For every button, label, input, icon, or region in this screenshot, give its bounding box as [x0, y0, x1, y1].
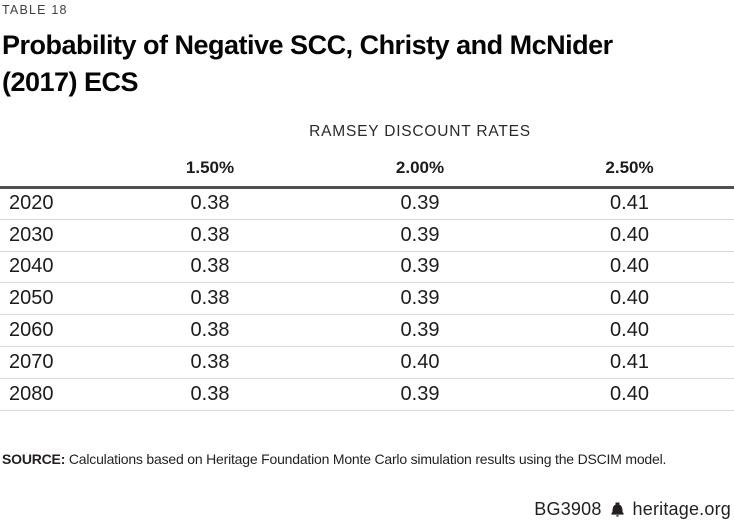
- data-table: 1.50% 2.00% 2.50% 2020 0.38 0.39 0.41 20…: [0, 158, 734, 411]
- liberty-bell-icon: [609, 501, 626, 518]
- value-cell: 0.38: [105, 282, 315, 316]
- column-group-header: RAMSEY DISCOUNT RATES: [309, 123, 531, 140]
- year-cell: 2080: [0, 378, 105, 411]
- year-cell: 2060: [0, 314, 105, 347]
- year-cell: 2070: [0, 346, 105, 379]
- column-header-3: 2.50%: [605, 158, 654, 177]
- table-row: 2020 0.38 0.39 0.41: [0, 187, 734, 220]
- value-cell: 0.38: [105, 187, 315, 220]
- table-row: 2060 0.38 0.39 0.40: [0, 314, 734, 347]
- value-cell: 0.40: [525, 219, 734, 252]
- value-cell: 0.40: [525, 251, 734, 284]
- value-cell: 0.38: [105, 378, 315, 411]
- column-header-2: 2.00%: [395, 158, 445, 177]
- source-note: SOURCE: Calculations based on Heritage F…: [2, 451, 732, 467]
- value-cell: 0.39: [315, 282, 525, 316]
- value-cell: 0.40: [525, 378, 734, 411]
- year-cell: 2040: [0, 251, 105, 284]
- value-cell: 0.41: [525, 187, 734, 220]
- value-cell: 0.39: [315, 378, 525, 411]
- footer: BG3908 heritage.org: [534, 499, 731, 520]
- header-row: 1.50% 2.00% 2.50%: [0, 158, 734, 188]
- page-title-line2: (2017) ECS: [2, 67, 139, 97]
- site-name: heritage.org: [632, 499, 731, 519]
- value-cell: 0.38: [105, 314, 315, 347]
- page-title-line1: Probability of Negative SCC, Christy and…: [2, 30, 613, 60]
- year-cell: 2030: [0, 219, 105, 252]
- document-id: BG3908: [534, 499, 602, 519]
- year-cell: 2050: [0, 282, 105, 316]
- value-cell: 0.38: [105, 346, 315, 379]
- year-column-header: [0, 158, 105, 188]
- value-cell: 0.40: [315, 346, 525, 379]
- source-text: Calculations based on Heritage Foundatio…: [68, 451, 667, 467]
- table-number-label: TABLE 18: [2, 3, 68, 17]
- value-cell: 0.38: [105, 251, 315, 284]
- value-cell: 0.39: [315, 219, 525, 252]
- value-cell: 0.39: [315, 251, 525, 284]
- table-row: 2080 0.38 0.39 0.40: [0, 378, 734, 411]
- value-cell: 0.40: [525, 314, 734, 347]
- value-cell: 0.39: [315, 314, 525, 347]
- page-title: Probability of Negative SCC, Christy and…: [2, 27, 702, 101]
- table-row: 2040 0.38 0.39 0.40: [0, 251, 734, 284]
- column-header-1: 1.50%: [185, 158, 235, 177]
- table-row: 2070 0.38 0.40 0.41: [0, 346, 734, 379]
- value-cell: 0.38: [105, 219, 315, 252]
- table-row: 2030 0.38 0.39 0.40: [0, 219, 734, 252]
- table-row: 2050 0.38 0.39 0.40: [0, 282, 734, 316]
- value-cell: 0.40: [525, 282, 734, 316]
- year-cell: 2020: [0, 187, 105, 220]
- value-cell: 0.41: [525, 346, 734, 379]
- source-label: SOURCE:: [2, 451, 66, 467]
- value-cell: 0.39: [315, 187, 525, 220]
